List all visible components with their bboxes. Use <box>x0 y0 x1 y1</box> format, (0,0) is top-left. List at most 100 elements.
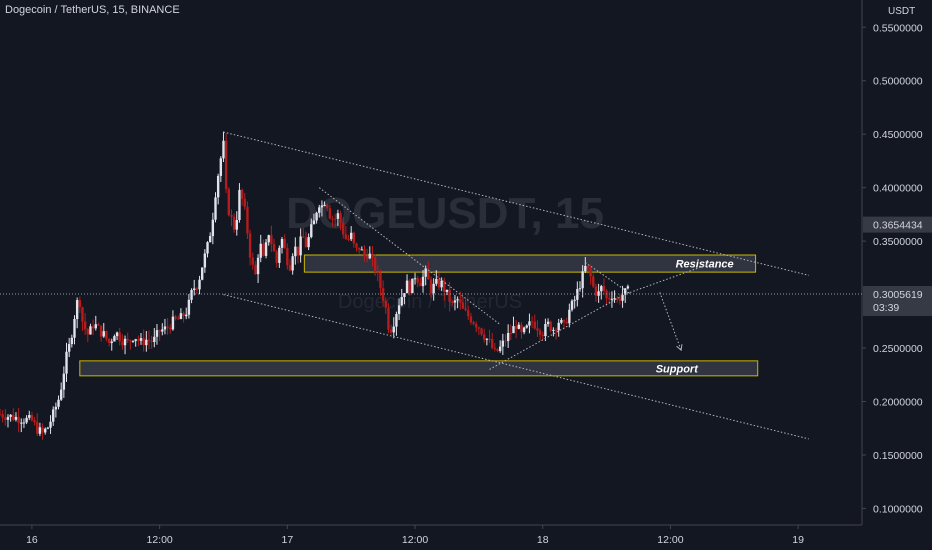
candle-body-236 <box>626 286 630 289</box>
candle-body-19 <box>49 421 52 428</box>
candle-body-65 <box>171 316 175 330</box>
candle-body-73 <box>193 288 196 290</box>
y-tick-label-0: 0.5500000 <box>873 22 923 34</box>
trendline-inner-descending <box>318 187 501 325</box>
candle-body-81 <box>214 197 217 220</box>
candle-body-86 <box>227 189 231 216</box>
candle-body-200 <box>530 321 534 323</box>
candle-body-217 <box>576 289 579 300</box>
marked-price-label: 0.3654434 <box>873 220 923 232</box>
candle-body-66 <box>174 316 177 319</box>
candle-body-67 <box>177 318 180 320</box>
candle-body-112 <box>296 246 300 256</box>
candle-body-24 <box>62 373 66 390</box>
candle-body-36 <box>94 324 97 329</box>
zone-resistance <box>303 254 757 273</box>
candle-body-231 <box>613 298 616 300</box>
candle-body-96 <box>254 264 257 275</box>
zone-label-resistance: Resistance <box>676 259 734 271</box>
x-tick-label-0: 16 <box>26 534 38 546</box>
candle-body-18 <box>46 427 50 429</box>
candle-body-99 <box>262 243 265 256</box>
x-tick-label-6: 19 <box>792 534 804 546</box>
candle-body-164 <box>435 278 438 284</box>
candle-body-11 <box>28 415 31 418</box>
candle-body-197 <box>522 327 526 333</box>
candle-body-129 <box>342 222 345 235</box>
candle-body-60 <box>158 330 161 332</box>
candle-body-45 <box>118 332 121 342</box>
candle-body-123 <box>326 204 329 209</box>
candle-body-142 <box>376 272 379 274</box>
candle-body-173 <box>459 299 462 303</box>
candle-body-12 <box>30 415 34 421</box>
candle-body-220 <box>584 265 587 272</box>
candle-body-127 <box>336 213 340 219</box>
candle-body-154 <box>408 280 411 294</box>
candle-body-71 <box>187 299 191 315</box>
candle-body-115 <box>304 237 308 248</box>
candle-body-209 <box>554 329 558 331</box>
candle-body-141 <box>373 257 377 273</box>
candle-body-75 <box>198 279 201 290</box>
candle-body-88 <box>232 216 236 230</box>
y-tick-label-4: 0.3500000 <box>873 236 923 248</box>
candle-body-130 <box>344 234 348 239</box>
candle-body-230 <box>610 298 614 300</box>
candle-body-97 <box>256 257 260 275</box>
trendline-triangle-base <box>489 290 631 370</box>
candle-body-98 <box>259 243 262 258</box>
candle-body-34 <box>89 326 92 335</box>
candle-body-14 <box>36 422 39 434</box>
candle-body-189 <box>501 340 505 347</box>
x-tick-label-1: 12:00 <box>146 534 172 546</box>
candle-body-40 <box>105 331 108 339</box>
candle-body-195 <box>517 324 520 329</box>
candle-body-180 <box>477 327 481 329</box>
candle-body-90 <box>238 189 241 221</box>
candle-body-145 <box>384 300 387 308</box>
candle-body-212 <box>562 319 566 322</box>
candle-body-92 <box>243 198 246 207</box>
candle-body-119 <box>315 212 318 221</box>
candle-body-159 <box>421 276 425 287</box>
candle-body-103 <box>272 244 276 252</box>
candle-body-149 <box>395 313 398 327</box>
watermark-name: Dogecoin / TetherUS <box>338 291 522 313</box>
candle-body-53 <box>139 338 143 341</box>
candle-body-48 <box>126 338 129 341</box>
candle-body-134 <box>355 243 358 248</box>
candle-body-89 <box>235 220 238 230</box>
candle-body-117 <box>310 224 313 238</box>
candle-body-109 <box>288 265 292 271</box>
candle-body-72 <box>190 289 193 300</box>
candle-body-52 <box>137 339 140 341</box>
marked-price-tag <box>863 216 932 233</box>
candle-body-183 <box>485 338 489 340</box>
candle-body-102 <box>270 235 273 245</box>
y-tick-label-5: 0.2500000 <box>873 343 923 355</box>
candle-body-87 <box>230 215 233 217</box>
y-tick-label-7: 0.1500000 <box>873 450 923 462</box>
candle-body-203 <box>538 330 542 335</box>
candle-body-74 <box>195 288 199 290</box>
candle-body-125 <box>331 218 334 220</box>
candle-body-193 <box>512 326 515 334</box>
candle-body-84 <box>222 140 225 159</box>
candle-body-153 <box>405 280 409 294</box>
candle-body-187 <box>496 349 499 351</box>
candle-body-26 <box>67 344 71 352</box>
candle-body-111 <box>294 246 297 257</box>
x-tick-label-3: 12:00 <box>402 534 428 546</box>
candle-body-110 <box>291 256 294 271</box>
candle-body-223 <box>592 276 595 287</box>
candle-body-160 <box>424 268 427 277</box>
arrow-head-icon <box>676 344 683 352</box>
candle-body-148 <box>392 326 395 333</box>
candle-body-121 <box>320 205 324 208</box>
candle-body-82 <box>216 175 220 198</box>
candle-body-222 <box>589 268 592 277</box>
candle-body-122 <box>323 204 326 206</box>
candle-body-80 <box>211 219 215 237</box>
